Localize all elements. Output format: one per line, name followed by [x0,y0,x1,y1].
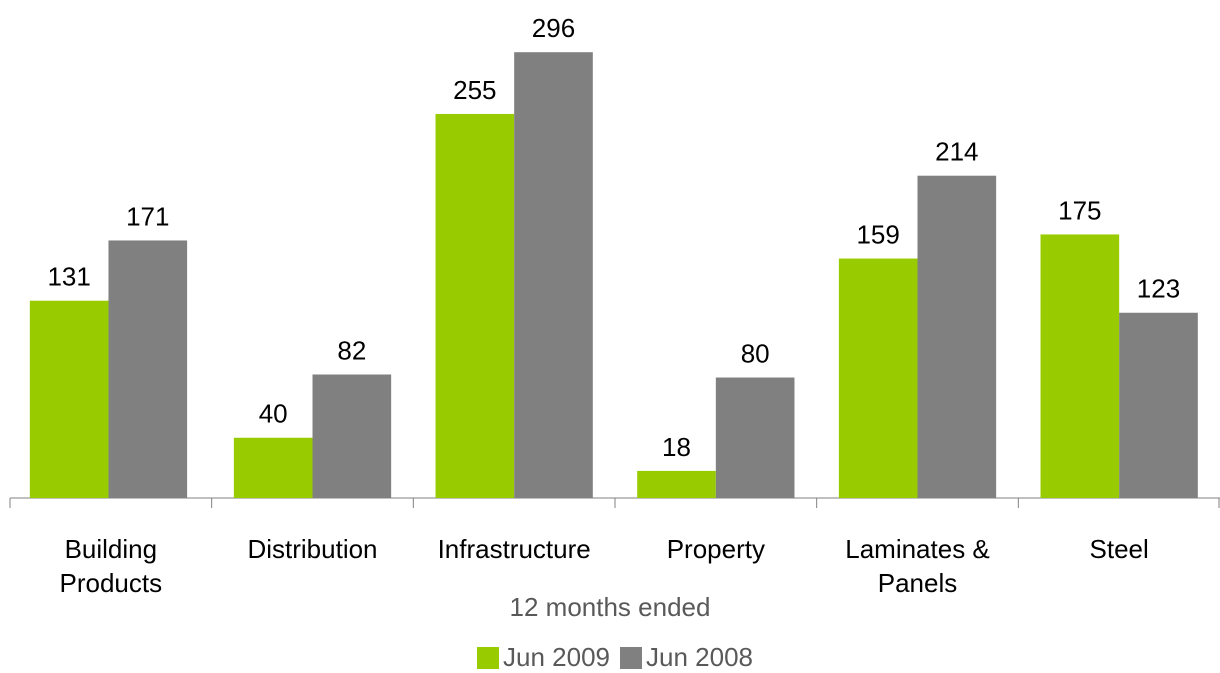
x-tick-label: Distribution [247,534,378,564]
value-label: 175 [1058,195,1101,225]
value-label: 171 [126,201,169,231]
value-label: 214 [935,137,978,167]
value-label: 80 [741,338,770,368]
x-tick-label: Property [666,534,765,564]
bar [435,113,515,499]
bar [1119,312,1198,498]
bar [917,175,997,498]
bar [108,240,188,499]
bar [312,374,392,498]
x-tick-label: Infrastructure [437,534,591,564]
x-tick-label: Steel [1089,534,1149,564]
bar [514,52,593,499]
bar [637,470,716,498]
legend: Jun 2009 Jun 2008 [0,642,1220,673]
legend-label: Jun 2009 [503,642,610,672]
bar [838,258,918,498]
value-label: 159 [856,219,899,249]
legend-swatch [477,646,500,669]
legend-label: Jun 2008 [646,642,753,672]
value-label: 40 [259,399,288,429]
x-axis-label: 12 months ended [509,592,711,622]
x-tick-label: Building Products [59,534,163,598]
bar [1040,234,1120,498]
bar [233,437,313,498]
bar [715,377,795,498]
value-label: 296 [532,13,575,43]
value-label: 255 [453,75,496,105]
value-label: 131 [47,262,90,292]
legend-swatch [620,646,642,669]
value-label: 18 [662,432,691,462]
bar [29,300,109,498]
value-label: 123 [1137,274,1180,304]
value-label: 82 [337,335,366,365]
x-tick-label: Laminates & Panels [845,534,990,598]
